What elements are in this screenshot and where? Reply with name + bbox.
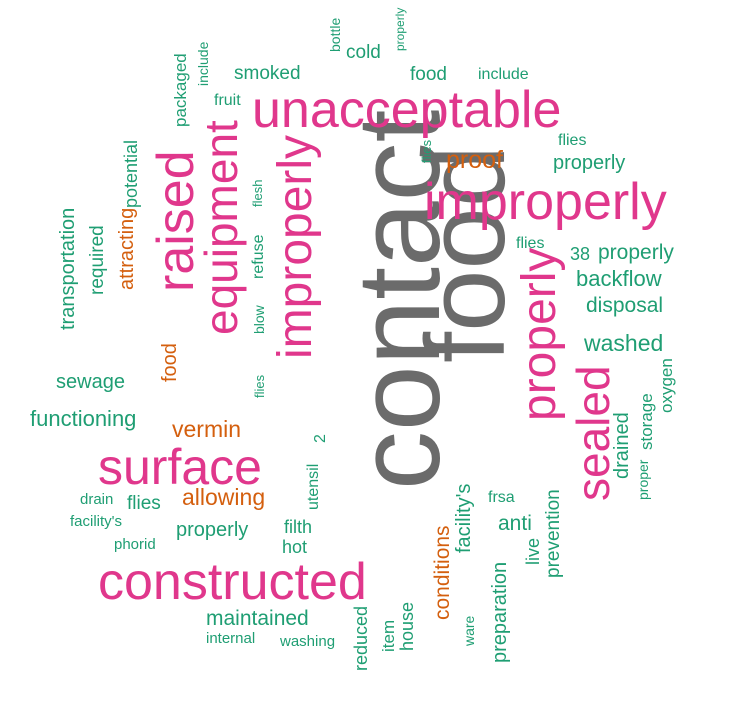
- word-disposal: disposal: [586, 294, 664, 317]
- word-reduced: reduced: [351, 605, 371, 671]
- word-packaged: packaged: [171, 53, 190, 127]
- word-phorid: phorid: [114, 536, 156, 553]
- word-allowing: allowing: [182, 484, 266, 510]
- word-vermin: vermin: [172, 416, 242, 442]
- word-oxygen: oxygen: [657, 358, 676, 413]
- word-prevention: prevention: [543, 489, 564, 578]
- word-drained: drained: [611, 412, 633, 479]
- word-facility-s: facility's: [70, 513, 123, 530]
- word-constructed: constructed: [98, 553, 367, 611]
- word-properly: properly: [393, 7, 407, 51]
- word-2: 2: [312, 434, 329, 443]
- word-sewage: sewage: [56, 371, 125, 393]
- word-flesh: flesh: [250, 179, 265, 207]
- word-flies: flies: [558, 132, 587, 149]
- word-live: live: [523, 537, 543, 565]
- word-improperly: improperly: [424, 173, 667, 231]
- word-include: include: [195, 41, 211, 86]
- word-cold: cold: [346, 42, 381, 63]
- word-food: food: [410, 64, 447, 85]
- word-refuse: refuse: [250, 234, 267, 279]
- word-flies: flies: [419, 139, 434, 163]
- word-preparation: preparation: [489, 561, 511, 663]
- word-washing: washing: [280, 633, 336, 650]
- word-surface: surface: [98, 439, 262, 495]
- word-house: house: [397, 601, 417, 651]
- word-blow: blow: [251, 305, 267, 334]
- word-proper: proper: [635, 459, 651, 500]
- word-38: 38: [570, 244, 591, 264]
- word-frsa: frsa: [488, 489, 515, 506]
- word-ware: ware: [461, 615, 477, 646]
- word-unacceptable: unacceptable: [252, 81, 562, 139]
- word-flies: flies: [516, 235, 545, 252]
- word-functioning: functioning: [30, 406, 137, 431]
- word-maintained: maintained: [206, 607, 309, 630]
- word-item: item: [379, 619, 398, 652]
- word-drain: drain: [80, 491, 114, 508]
- word-properly: properly: [598, 241, 674, 264]
- word-transportation: transportation: [57, 207, 79, 330]
- word-fruit: fruit: [214, 92, 241, 109]
- word-facility-s: facility's: [453, 483, 475, 553]
- word-filth: filth: [284, 517, 313, 537]
- word-improperly: improperly: [269, 134, 322, 359]
- word-storage: storage: [637, 393, 656, 450]
- word-flies: flies: [127, 493, 161, 514]
- word-properly: properly: [553, 152, 626, 174]
- word-internal: internal: [206, 630, 256, 647]
- word-backflow: backflow: [576, 266, 662, 291]
- word-potential: potential: [121, 139, 141, 208]
- word-bottle: bottle: [327, 17, 343, 52]
- word-properly: properly: [513, 247, 566, 421]
- word-sealed: sealed: [567, 365, 619, 501]
- word-smoked: smoked: [234, 63, 301, 84]
- word-include: include: [478, 66, 529, 83]
- word-anti: anti: [498, 512, 532, 535]
- word-flies: flies: [252, 374, 267, 398]
- word-food: food: [159, 343, 181, 382]
- word-required: required: [87, 225, 108, 295]
- word-raised: raised: [147, 150, 205, 292]
- word-conditions: conditions: [431, 525, 454, 620]
- word-properly: properly: [176, 519, 249, 541]
- word-washed: washed: [584, 330, 664, 356]
- word-utensil: utensil: [305, 463, 322, 510]
- word-proof: proof: [446, 146, 503, 174]
- word-hot: hot: [282, 537, 308, 557]
- word-attracting: attracting: [116, 207, 138, 290]
